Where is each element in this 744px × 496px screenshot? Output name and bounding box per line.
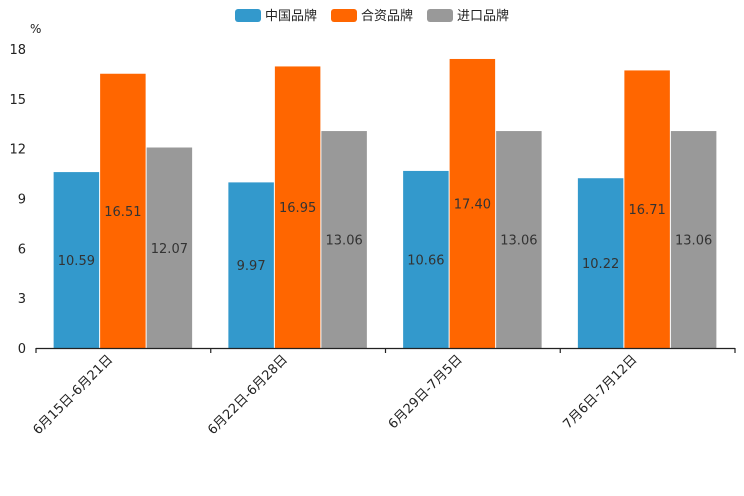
y-tick-label-18: 18 [9,43,26,58]
bar-1-3 [403,170,449,348]
legend: 中国品牌 合资品牌 进口品牌 [235,8,509,24]
value-label-3-3: 13.06 [500,234,537,249]
y-tick-label-12: 12 [9,143,26,158]
legend-label-1: 中国品牌 [265,8,317,24]
bar-2-2 [274,66,321,349]
value-label-2-4: 16.71 [629,203,666,218]
value-label-3-1: 12.07 [151,242,188,257]
value-labels: 10.59 16.51 12.07 9.97 16.95 13.06 10.66 17.40 1… [58,197,712,274]
value-label-1-2: 9.97 [237,259,266,274]
y-tick-label-9: 9 [18,193,26,208]
bar-1-1 [53,172,100,348]
legend-swatch-1 [235,9,261,22]
x-category-label-1: 6月15日-6月21日 [30,352,116,438]
y-axis-unit-label: % [30,22,41,36]
bar-3-1 [146,147,193,348]
y-tick-label-15: 15 [9,93,26,108]
y-tick-label-6: 6 [18,242,26,257]
value-label-1-3: 10.66 [407,253,444,268]
value-label-2-1: 16.51 [104,205,141,220]
x-category-label-4: 7月6日-7月12日 [561,352,641,432]
value-label-3-4: 13.06 [675,234,712,249]
bar-1-2 [228,182,274,348]
value-label-1-1: 10.59 [58,254,95,269]
value-label-2-3: 17.40 [454,197,491,212]
value-label-1-4: 10.22 [582,257,619,272]
bar-3-4 [670,131,717,348]
bar-3-3 [496,131,542,348]
value-label-2-2: 16.95 [279,201,316,216]
value-label-3-2: 13.06 [326,234,363,249]
y-tick-label-3: 3 [18,292,26,307]
legend-label-2: 合资品牌 [361,8,413,24]
bar-2-3 [449,58,496,348]
legend-swatch-3 [427,9,453,22]
y-tick-label-0: 0 [18,342,26,357]
bar-1-4 [577,178,624,348]
bars [53,58,717,349]
x-category-label-2: 6月22日-6月28日 [205,352,291,438]
x-axis: 6月15日-6月21日 6月22日-6月28日 6月29日-7月5日 7月6日-7月1… [30,347,736,438]
bar-3-2 [321,131,367,348]
y-axis: 0 3 6 9 12 15 18 [9,43,26,357]
bar-2-1 [100,73,146,349]
legend-swatch-2 [331,9,357,22]
bar-2-4 [624,70,670,348]
legend-label-3: 进口品牌 [457,8,509,24]
x-category-label-3: 6月29日-7月5日 [386,352,466,432]
